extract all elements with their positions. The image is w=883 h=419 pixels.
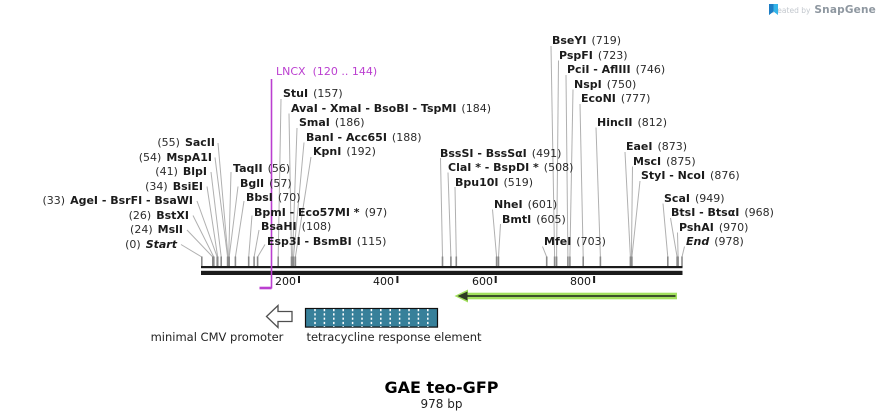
site-smai[interactable]: SmaI (186) — [299, 116, 365, 129]
site-msli[interactable]: (24) MslI — [130, 223, 183, 236]
site-taqii[interactable]: TaqII (56) — [233, 162, 291, 175]
site-bgli[interactable]: BglI (57) — [240, 176, 292, 190]
site-scai[interactable]: ScaI (949) — [664, 191, 725, 205]
promoter-arrow[interactable] — [265, 303, 293, 330]
snapgene-brand-text: SnapGene — [814, 4, 876, 16]
site-clai-bspdi[interactable]: ClaI * - BspDI * (508) — [448, 161, 574, 174]
snapgene-logo-icon — [769, 4, 779, 15]
site-sacii[interactable]: (55) SacII — [157, 136, 215, 149]
site-bani-acc65i[interactable]: BanI - Acc65I (188) — [306, 130, 422, 144]
axis-tick-800: 800 — [570, 275, 591, 288]
created-by-text: Created by — [769, 5, 811, 15]
site-end[interactable]: End (978) — [686, 234, 744, 248]
tre-label: tetracycline response element — [306, 330, 482, 344]
site-bpmi-eco57mi[interactable]: BpmI - Eco57MI * (97) — [254, 205, 388, 219]
site-mfei[interactable]: MfeI (703) — [544, 235, 606, 248]
site-nspi[interactable]: NspI (750) — [574, 77, 637, 91]
site-stui[interactable]: StuI (157) — [283, 87, 343, 100]
site-bseyi[interactable]: BseYI (719) — [552, 34, 622, 47]
site-btsi-btsai[interactable]: BtsI - BtsαI (968) — [671, 206, 774, 219]
lncx-label[interactable]: LNCX (120 .. 144) — [276, 65, 378, 78]
site-pshai[interactable]: PshAI (970) — [679, 220, 749, 234]
site-bbsi[interactable]: BbsI (70) — [246, 191, 301, 204]
site-start[interactable]: (0) Start — [125, 237, 177, 251]
snapgene-credit: Created by SnapGene — [769, 4, 876, 16]
connector-lines — [180, 45, 685, 258]
tre-box[interactable] — [304, 307, 439, 328]
sequence-axis — [201, 266, 683, 275]
site-agei-bsrfi-bsawi[interactable]: (33) AgeI - BsrFI - BsaWI — [42, 194, 193, 207]
site-bstxi[interactable]: (26) BstXI — [128, 208, 189, 222]
site-nhei[interactable]: NheI (601) — [494, 198, 558, 211]
axis-tick-200: 200 — [275, 275, 296, 288]
site-esp3i-bsmbi[interactable]: Esp3I - BsmBI (115) — [267, 234, 387, 248]
site-mspa1i[interactable]: (54) MspA1I — [138, 150, 212, 164]
green-feature-arrow[interactable] — [454, 289, 678, 303]
site-pspfi[interactable]: PspFI (723) — [559, 48, 628, 62]
site-tick-marks — [201, 256, 683, 267]
site-pcii-afliii[interactable]: PciI - AflIII (746) — [567, 63, 666, 76]
site-eaei[interactable]: EaeI (873) — [626, 140, 688, 153]
site-kpni[interactable]: KpnI (192) — [313, 145, 376, 158]
site-hincii[interactable]: HincII (812) — [597, 115, 668, 129]
axis-tick-600: 600 — [472, 275, 493, 288]
plasmid-title: GAE teo-GFP — [384, 378, 499, 397]
site-msci[interactable]: MscI (875) — [633, 154, 696, 168]
site-avai-xmai-bsobi-tspmi[interactable]: AvaI - XmaI - BsoBI - TspMI (184) — [291, 101, 492, 115]
plasmid-length: 978 bp — [420, 397, 463, 411]
axis-scale-ticks — [298, 276, 596, 283]
axis-tick-400: 400 — [373, 275, 394, 288]
site-bsssi[interactable]: BssSI - BssSαI (491) — [440, 146, 562, 160]
promoter-label: minimal CMV promoter — [150, 330, 284, 344]
site-bpu10i[interactable]: Bpu10I (519) — [455, 175, 534, 189]
site-bsahi[interactable]: BsaHI (108) — [261, 220, 332, 233]
site-bsiei[interactable]: (34) BsiEI — [145, 179, 203, 193]
site-econi[interactable]: EcoNI (777) — [581, 92, 651, 105]
site-blpi[interactable]: (41) BlpI — [155, 165, 207, 178]
site-styi-ncoi[interactable]: StyI - NcoI (876) — [641, 169, 740, 182]
lncx-region-marker[interactable] — [259, 79, 273, 290]
site-bmti[interactable]: BmtI (605) — [502, 212, 566, 226]
